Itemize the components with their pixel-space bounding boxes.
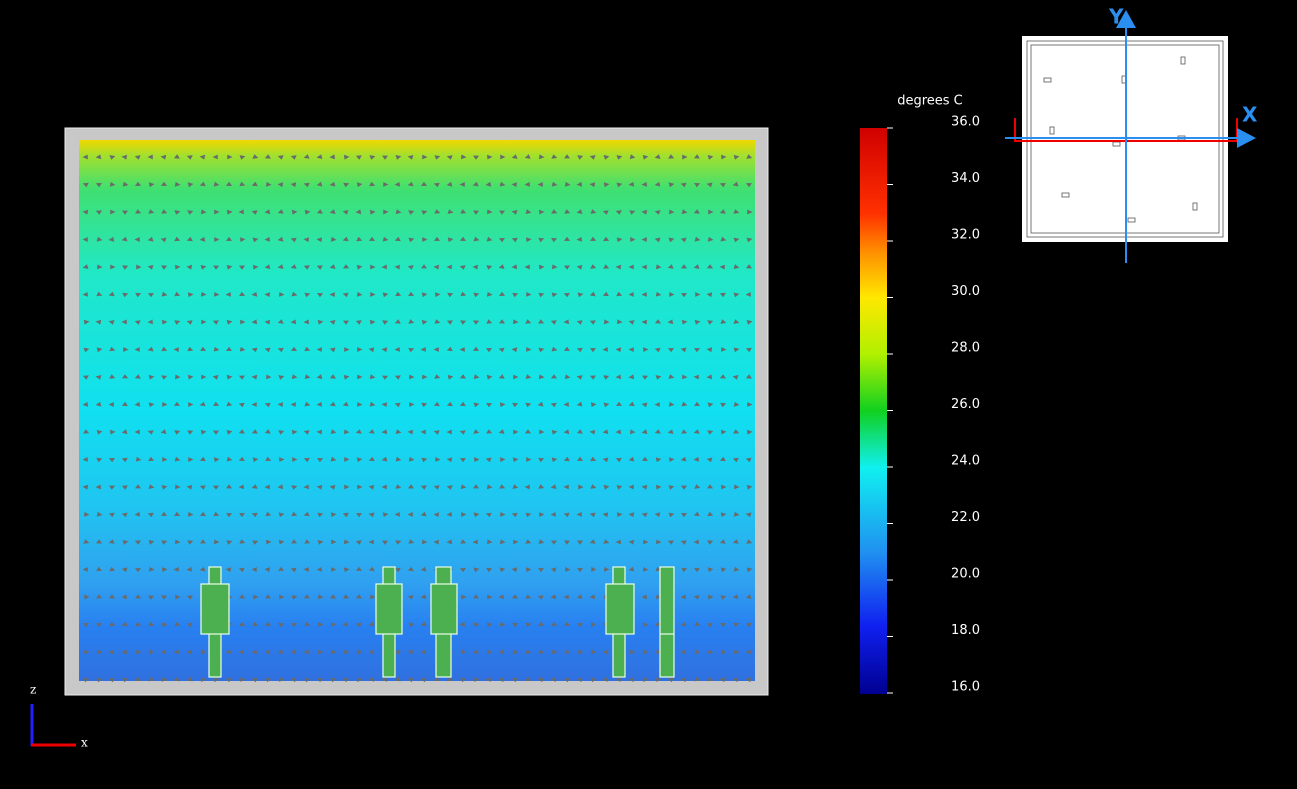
temperature-field: [79, 140, 755, 681]
colorbar-tick-label: 30.0: [951, 284, 980, 299]
inset-x-label: X: [1242, 103, 1258, 127]
colorbar-tick-label: 32.0: [951, 228, 980, 243]
colorbar-tick-label: 36.0: [951, 115, 980, 130]
colorbar: [860, 128, 887, 694]
colorbar-tick-label: 24.0: [951, 454, 980, 469]
triad-x-label: x: [81, 736, 88, 750]
colorbar-tick-label: 22.0: [951, 510, 980, 525]
colorbar-tick-label: 16.0: [951, 680, 980, 695]
triad-z-label: z: [30, 683, 36, 697]
viewport: degrees C 36.0 34.0 32.0 30.0 28.0 26.0 24.0 22…: [0, 0, 1297, 785]
colorbar-tick-label: 28.0: [951, 341, 980, 356]
inset-y-label: Y: [1108, 5, 1124, 29]
colorbar-tick-label: 26.0: [951, 397, 980, 412]
colorbar-tick-label: 20.0: [951, 567, 980, 582]
colorbar-tick-label: 34.0: [951, 171, 980, 186]
colorbar-tick-label: 18.0: [951, 623, 980, 638]
colorbar-title: degrees C: [897, 94, 963, 109]
